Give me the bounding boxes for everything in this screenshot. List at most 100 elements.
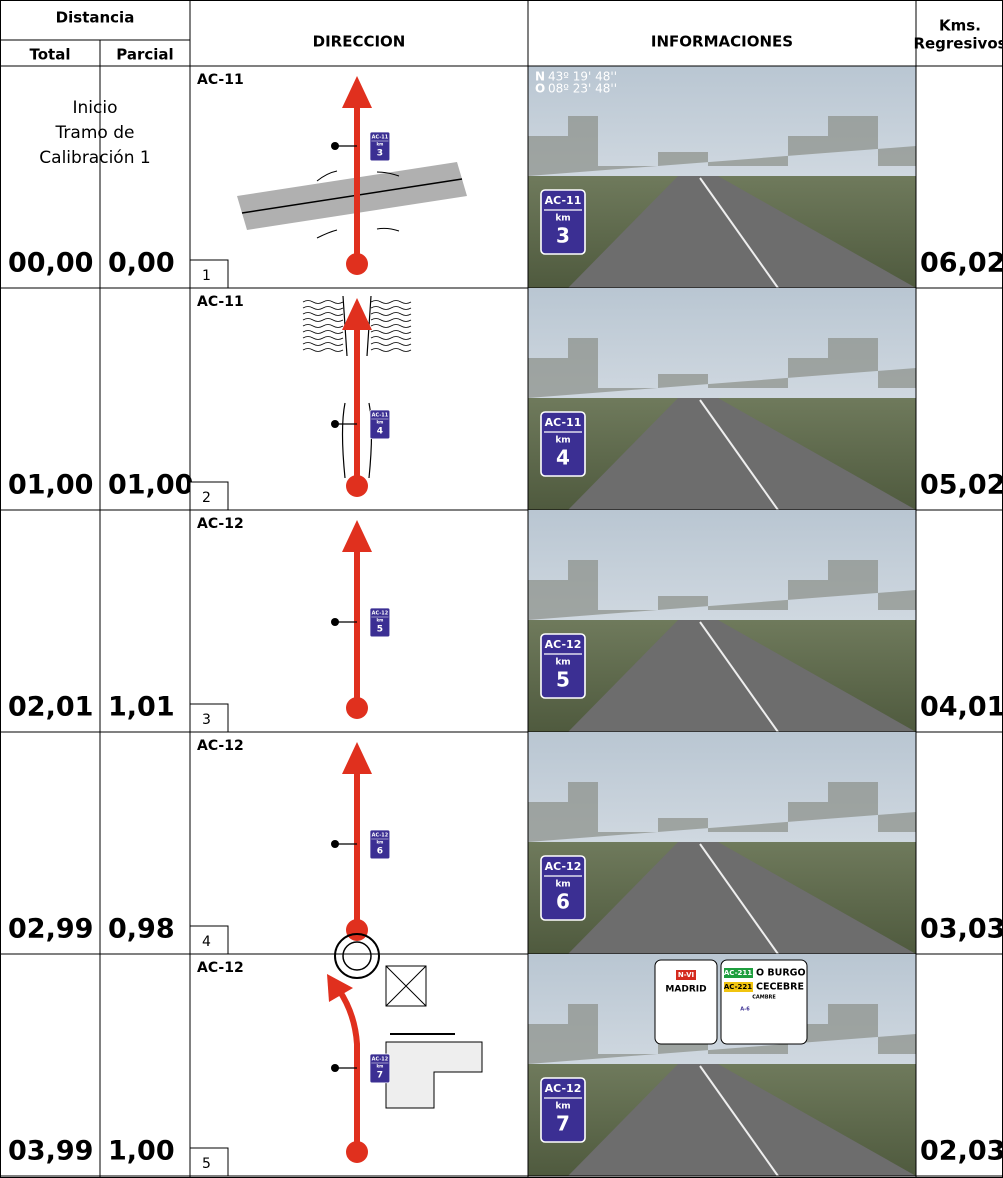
direction-panel — [720, 959, 808, 1045]
remaining-distance: 03,03 — [920, 914, 1003, 945]
route-arrowhead — [342, 742, 372, 774]
km-sign — [369, 829, 391, 860]
photo-road — [568, 620, 916, 732]
panel-dest: CECEBRE — [756, 982, 804, 993]
km-sign-number: 5 — [377, 625, 383, 635]
route-start — [346, 919, 368, 941]
step-number: 3 — [202, 712, 211, 728]
coordinate-dir: O — [535, 82, 545, 96]
km-sign-number: 4 — [377, 427, 383, 437]
step-number: 5 — [202, 1156, 211, 1172]
calibration-note: Tramo de — [55, 123, 135, 143]
street-photo: AC-12 km5 — [528, 510, 916, 733]
route-line — [336, 988, 360, 1150]
road-name: AC-12 — [197, 516, 244, 532]
km-sign-road: AC-12 — [545, 1082, 582, 1095]
step-number: 4 — [202, 934, 211, 950]
panel-road-badge — [724, 968, 753, 978]
partial-distance: 0,98 — [108, 914, 175, 945]
bridge-edge — [316, 170, 400, 239]
km-sign-road: AC-11 — [545, 416, 582, 429]
remaining-distance: 02,03 — [920, 1136, 1003, 1167]
coordinate-value: 08º 23' 48'' — [548, 82, 617, 96]
km-sign-label: km — [376, 1064, 383, 1069]
panel-dest: O BURGO — [756, 968, 806, 979]
photo-buildings — [528, 338, 916, 398]
km-sign — [369, 131, 391, 162]
direction-diagram: AC-11 km 3 — [237, 76, 467, 275]
remaining-distance: 06,02 — [920, 248, 1003, 279]
photo-road — [568, 176, 916, 288]
km-sign-road: AC-12 — [372, 1056, 388, 1062]
header-regresivos: Regresivos — [913, 35, 1003, 53]
remaining-distance: 04,01 — [920, 692, 1003, 723]
total-distance: 00,00 — [8, 248, 93, 279]
direction-diagram: AC-12 km 7 — [327, 933, 483, 1163]
road-name: AC-11 — [197, 294, 244, 310]
partial-distance: 0,00 — [108, 248, 175, 279]
header-parcial: Parcial — [116, 46, 173, 64]
km-sign-number: 3 — [556, 224, 570, 248]
calibration-note: Inicio — [73, 98, 118, 118]
water-wave — [302, 336, 412, 340]
route-arrowhead — [342, 520, 372, 552]
photo-road — [568, 398, 916, 510]
km-sign-label: km — [555, 1102, 570, 1112]
km-sign-number: 4 — [556, 446, 570, 470]
total-distance: 01,00 — [8, 470, 93, 501]
km-sign-road: AC-12 — [372, 832, 388, 838]
panel-road-badge — [724, 982, 753, 992]
street-photo: AC-11 km4 — [528, 288, 916, 511]
photo-lane — [699, 399, 779, 511]
road-centre — [241, 178, 463, 214]
km-sign-label: km — [555, 436, 570, 446]
water-wave — [302, 306, 412, 310]
coordinate-dir: N — [535, 70, 545, 84]
partial-distance: 1,01 — [108, 692, 175, 723]
water-wave — [302, 330, 412, 334]
header-distancia: Distancia — [56, 9, 135, 27]
direction-panel — [654, 959, 718, 1045]
route-start — [346, 475, 368, 497]
km-sign — [369, 1053, 391, 1084]
route-start — [346, 697, 368, 719]
header-informaciones: INFORMACIONES — [651, 33, 793, 51]
total-distance: 02,99 — [8, 914, 93, 945]
km-sign — [369, 607, 391, 638]
panel-road: AC-211 — [724, 969, 752, 977]
km-sign-label: km — [555, 880, 570, 890]
km-sign — [540, 189, 586, 255]
km-sign-road: AC-11 — [372, 412, 389, 418]
water-wave — [302, 318, 412, 322]
km-sign — [369, 409, 391, 440]
total-distance: 03,99 — [8, 1136, 93, 1167]
panel-small: A-6 — [740, 1007, 750, 1013]
km-sign-road: AC-12 — [372, 610, 388, 616]
header-direccion: DIRECCION — [313, 33, 406, 51]
street-photo: AC-11 km3 — [528, 66, 916, 289]
partial-distance: 1,00 — [108, 1136, 175, 1167]
photo-buildings — [528, 560, 916, 620]
plaza — [385, 1041, 483, 1109]
water-wave — [302, 348, 412, 352]
km-sign-number: 6 — [377, 847, 383, 857]
direction-diagram: AC-12 km 5 — [331, 520, 391, 719]
total-distance: 02,01 — [8, 692, 93, 723]
route-arrowhead — [342, 298, 372, 330]
panel-road: N-VI — [678, 971, 694, 979]
route-start — [346, 253, 368, 275]
km-sign-road: AC-11 — [545, 194, 582, 207]
photo-road — [568, 1064, 916, 1176]
step-number: 1 — [202, 268, 211, 284]
sign-dot — [331, 618, 339, 626]
km-sign-label: km — [555, 658, 570, 668]
water-wave — [302, 312, 412, 316]
route-start — [346, 1141, 368, 1163]
photo-lane — [699, 1065, 779, 1177]
km-sign-road: AC-11 — [372, 134, 389, 140]
km-sign — [540, 1077, 586, 1143]
